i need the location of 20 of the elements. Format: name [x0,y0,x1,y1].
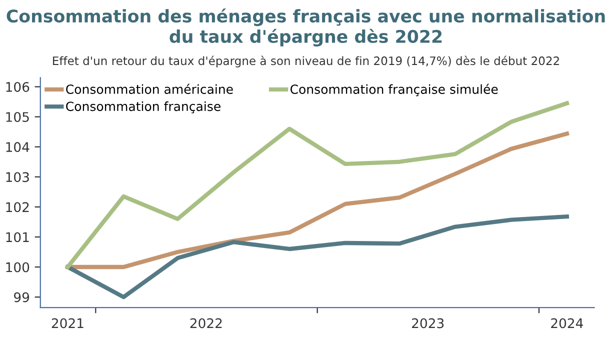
y-tick-label: 106 [6,82,30,92]
legend-label: Consommation française [66,101,220,114]
legend-label: Consommation française simulée [290,84,498,96]
y-tick-label: 104 [6,142,30,152]
chart-title: Consommation des ménages français avec une normalisation du taux d'épargne dès 2022 [6,8,605,46]
x-tick-label: 2021 [52,318,84,328]
y-tick-label: 102 [6,202,29,212]
x-tick-label: 2024 [551,318,583,328]
y-tick-label: 101 [6,232,29,242]
line-series [66,101,570,270]
x-tick-label: 2023 [412,318,444,328]
y-tick-label: 99 [14,292,30,302]
x-tick-label: 2022 [190,318,222,328]
y-tick-label: 103 [6,172,29,182]
chart-subtitle: Effet d'un retour du taux d'épargne à son niveau de fin 2019 (14,7%) dès le début 2022 [53,56,559,68]
line-series [66,132,570,270]
line-series [66,214,570,300]
y-tick-label: 100 [6,262,30,272]
y-tick-label: 105 [6,112,29,122]
legend-label: Consommation américaine [66,84,233,94]
